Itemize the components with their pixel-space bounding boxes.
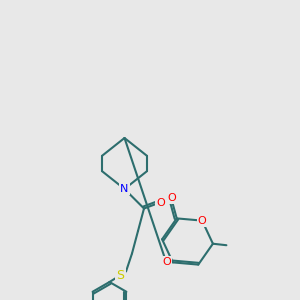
Text: N: N: [120, 184, 129, 194]
Text: S: S: [117, 268, 124, 282]
Text: O: O: [162, 257, 171, 267]
Text: O: O: [168, 193, 177, 203]
Text: O: O: [156, 197, 165, 208]
Text: O: O: [198, 216, 206, 226]
